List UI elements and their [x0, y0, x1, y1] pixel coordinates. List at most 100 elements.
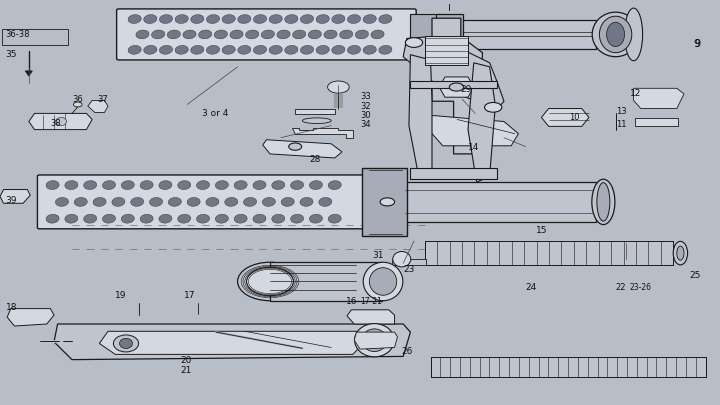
FancyBboxPatch shape	[392, 259, 426, 265]
Polygon shape	[347, 310, 395, 324]
Ellipse shape	[253, 15, 266, 23]
Ellipse shape	[120, 339, 132, 348]
Ellipse shape	[128, 45, 141, 54]
Polygon shape	[403, 36, 504, 109]
Ellipse shape	[159, 15, 173, 23]
Ellipse shape	[144, 45, 157, 54]
Ellipse shape	[269, 15, 282, 23]
Ellipse shape	[332, 45, 345, 54]
FancyBboxPatch shape	[117, 9, 416, 60]
Ellipse shape	[324, 30, 337, 39]
FancyBboxPatch shape	[362, 168, 407, 236]
Ellipse shape	[199, 30, 212, 39]
Polygon shape	[432, 18, 482, 154]
Ellipse shape	[332, 15, 345, 23]
Text: 25: 25	[689, 271, 701, 280]
Polygon shape	[354, 332, 397, 349]
Ellipse shape	[348, 15, 361, 23]
Text: 23-26: 23-26	[630, 283, 652, 292]
Ellipse shape	[140, 181, 153, 190]
Ellipse shape	[191, 45, 204, 54]
Ellipse shape	[379, 45, 392, 54]
Ellipse shape	[65, 214, 78, 223]
FancyBboxPatch shape	[431, 357, 706, 377]
Text: 29: 29	[461, 85, 472, 94]
Ellipse shape	[328, 181, 341, 190]
Ellipse shape	[238, 15, 251, 23]
Ellipse shape	[234, 181, 247, 190]
Ellipse shape	[46, 214, 59, 223]
Ellipse shape	[300, 198, 313, 206]
Ellipse shape	[243, 198, 256, 206]
Ellipse shape	[225, 198, 238, 206]
Text: 3 or 4: 3 or 4	[202, 109, 228, 118]
Text: 17-21: 17-21	[360, 297, 382, 306]
Ellipse shape	[355, 30, 369, 39]
Ellipse shape	[84, 181, 96, 190]
Ellipse shape	[308, 30, 321, 39]
Ellipse shape	[159, 181, 172, 190]
Polygon shape	[29, 113, 92, 130]
Ellipse shape	[369, 268, 397, 295]
Polygon shape	[468, 63, 495, 182]
Ellipse shape	[215, 214, 228, 223]
Ellipse shape	[310, 214, 323, 223]
Ellipse shape	[168, 198, 181, 206]
Ellipse shape	[178, 181, 191, 190]
Polygon shape	[7, 309, 54, 326]
Polygon shape	[54, 324, 410, 360]
Polygon shape	[541, 109, 589, 126]
Text: 36: 36	[72, 95, 83, 104]
Ellipse shape	[159, 45, 173, 54]
Ellipse shape	[84, 214, 96, 223]
Ellipse shape	[113, 335, 138, 352]
Polygon shape	[428, 115, 518, 146]
Polygon shape	[634, 88, 684, 109]
FancyBboxPatch shape	[410, 14, 439, 55]
Text: 9: 9	[693, 39, 700, 49]
Ellipse shape	[281, 198, 294, 206]
Text: 31: 31	[372, 251, 384, 260]
Ellipse shape	[112, 198, 125, 206]
Ellipse shape	[238, 262, 302, 301]
Text: 30: 30	[360, 111, 371, 120]
Ellipse shape	[234, 214, 247, 223]
Ellipse shape	[121, 181, 135, 190]
Ellipse shape	[159, 214, 172, 223]
Text: 9: 9	[695, 39, 701, 49]
Circle shape	[449, 83, 464, 91]
Text: 39: 39	[6, 196, 17, 205]
Text: 23: 23	[403, 265, 415, 274]
Ellipse shape	[74, 198, 87, 206]
Ellipse shape	[183, 30, 196, 39]
Ellipse shape	[167, 30, 181, 39]
FancyBboxPatch shape	[436, 14, 463, 60]
Ellipse shape	[291, 214, 304, 223]
Ellipse shape	[140, 214, 153, 223]
Polygon shape	[88, 100, 108, 113]
Ellipse shape	[197, 214, 210, 223]
Ellipse shape	[128, 15, 141, 23]
Ellipse shape	[302, 118, 331, 124]
Text: 34: 34	[360, 120, 371, 129]
Ellipse shape	[246, 30, 258, 39]
FancyBboxPatch shape	[438, 20, 596, 49]
Ellipse shape	[348, 45, 361, 54]
Ellipse shape	[261, 30, 274, 39]
Text: 16: 16	[346, 297, 357, 306]
Ellipse shape	[102, 214, 115, 223]
Ellipse shape	[253, 181, 266, 190]
Ellipse shape	[206, 198, 219, 206]
Ellipse shape	[363, 15, 377, 23]
Ellipse shape	[271, 214, 285, 223]
Ellipse shape	[215, 30, 228, 39]
Ellipse shape	[593, 12, 639, 57]
Polygon shape	[99, 331, 367, 354]
Ellipse shape	[65, 181, 78, 190]
Ellipse shape	[340, 30, 353, 39]
Ellipse shape	[121, 214, 135, 223]
Ellipse shape	[625, 8, 643, 61]
FancyBboxPatch shape	[635, 118, 678, 126]
Ellipse shape	[207, 45, 220, 54]
Polygon shape	[25, 71, 32, 76]
